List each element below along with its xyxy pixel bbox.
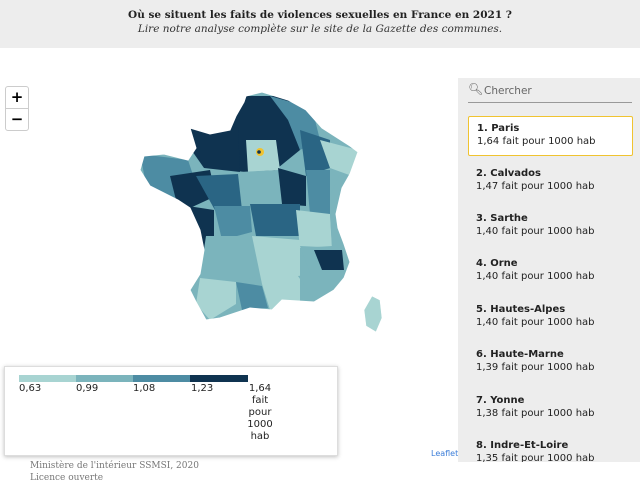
list-item[interactable]: 8. Indre-Et-Loire 1,35 fait pour 1000 ha…	[476, 440, 595, 462]
sidebar: 🔍︎ Chercher 1. Paris 1,64 fait pour 1000…	[458, 78, 640, 462]
legend-label: 1,23	[191, 383, 214, 394]
legend-label: 1,64 fait pour 1000 hab	[247, 383, 273, 442]
search-input[interactable]: 🔍︎ Chercher	[468, 82, 632, 103]
page-title: Où se situent les faits de violences sex…	[128, 9, 512, 21]
zoom-control[interactable]: + −	[5, 86, 29, 131]
france-map[interactable]	[0, 78, 458, 462]
credit-license: Licence ouverte	[30, 473, 104, 483]
departments[interactable]	[130, 88, 370, 328]
zoom-in-button[interactable]: +	[6, 87, 28, 109]
list-item[interactable]: 4. Orne 1,40 fait pour 1000 hab	[476, 258, 595, 282]
legend-bar-3	[133, 375, 190, 382]
legend-label: 0,63	[19, 383, 42, 394]
list-item[interactable]: 7. Yonne 1,38 fait pour 1000 hab	[476, 395, 595, 419]
search-placeholder: Chercher	[484, 85, 532, 97]
legend-bar-4	[190, 375, 248, 382]
zoom-out-button[interactable]: −	[10, 110, 24, 128]
list-item[interactable]: 3. Sarthe 1,40 fait pour 1000 hab	[476, 213, 595, 237]
legend-label: 0,99	[76, 383, 99, 394]
search-icon: 🔍︎	[468, 82, 484, 96]
leaflet-attribution-link[interactable]: Leaflet	[431, 449, 459, 458]
list-item[interactable]: 2. Calvados 1,47 fait pour 1000 hab	[476, 168, 595, 192]
header: Où se situent les faits de violences sex…	[0, 0, 640, 48]
credit: Ministère de l'intérieur SSMSI, 2020 Lic…	[30, 460, 199, 484]
legend-bar-1	[19, 375, 76, 382]
legend-label: 1,08	[133, 383, 156, 394]
legend: 0,63 0,99 1,08 1,23 1,64 fait pour 1000 …	[4, 366, 338, 456]
list-item[interactable]: 6. Haute-Marne 1,39 fait pour 1000 hab	[476, 349, 595, 373]
page-subtitle[interactable]: Lire notre analyse complète sur le site …	[137, 23, 503, 35]
legend-bar-2	[76, 375, 133, 382]
list-item[interactable]: 5. Hautes-Alpes 1,40 fait pour 1000 hab	[476, 304, 595, 328]
corsica[interactable]	[363, 295, 383, 333]
list-item[interactable]: 1. Paris 1,64 fait pour 1000 hab	[468, 116, 633, 156]
map-area[interactable]	[0, 78, 458, 462]
credit-source: Ministère de l'intérieur SSMSI, 2020	[30, 461, 199, 471]
